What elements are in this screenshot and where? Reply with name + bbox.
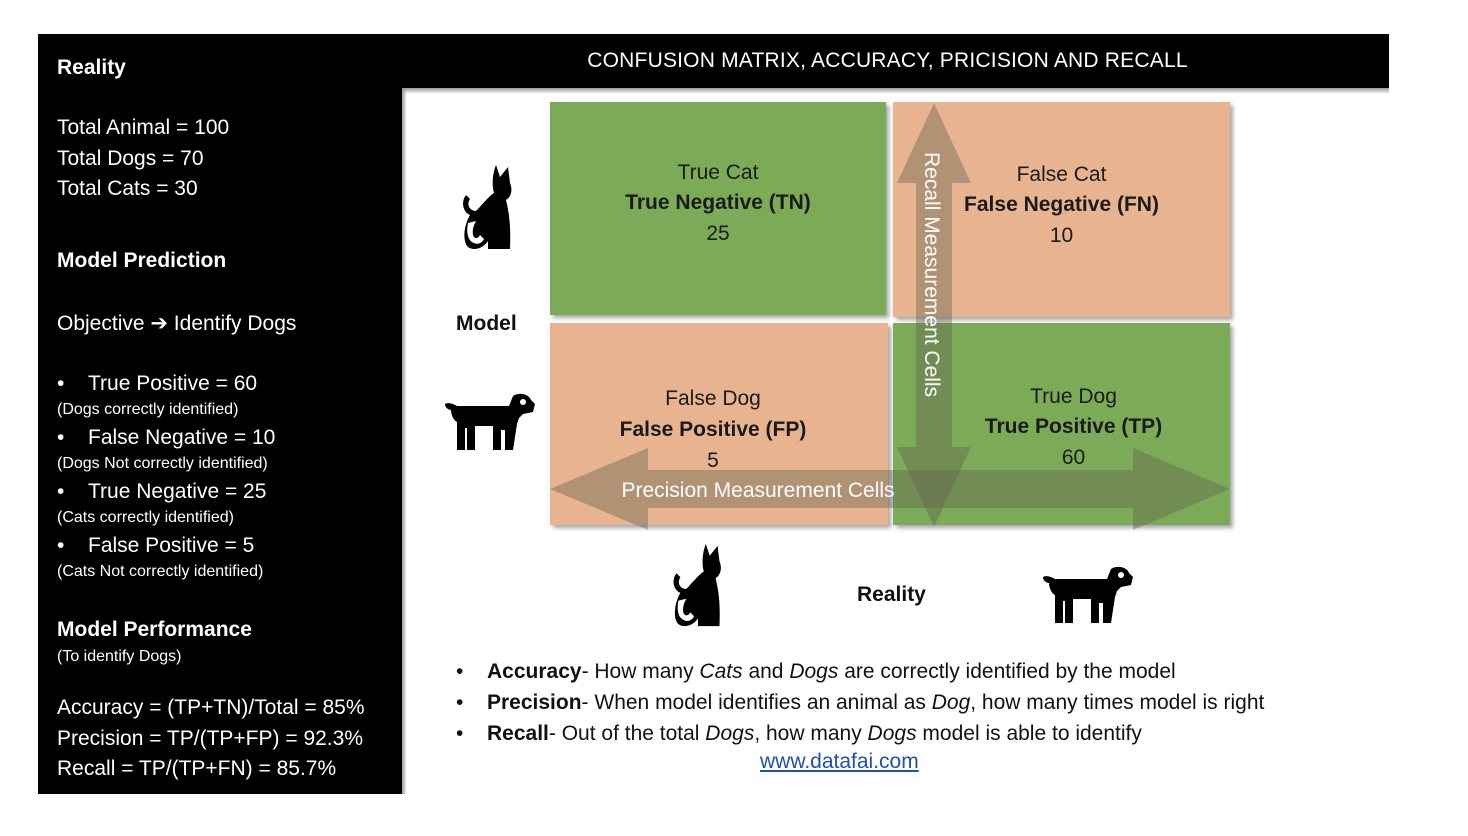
cell-value: 5 <box>707 449 719 472</box>
dog-icon <box>1043 566 1133 623</box>
bullet-item: • False Positive = 5 <box>57 534 255 557</box>
cell-line1: False Cat <box>1016 163 1107 186</box>
definition-accuracy: • Accuracy- How many Cats and Dogs are co… <box>456 660 1176 683</box>
panel-shadow <box>402 88 407 794</box>
left-panel: Reality Total Animal = 100 Total Dogs = … <box>38 34 402 794</box>
bullet-item: • False Negative = 10 <box>57 426 276 449</box>
metric-precision: Precision = TP/(TP+FP) = 92.3% <box>57 727 363 750</box>
metric-recall: Recall = TP/(TP+FN) = 85.7% <box>57 757 337 780</box>
definition-term: Recall <box>487 722 549 745</box>
cell-true-positive: True Dog True Positive (TP) 60 <box>893 323 1230 525</box>
cat-icon <box>463 165 512 249</box>
definition-precision: • Precision- When model identifies an ani… <box>456 691 1265 714</box>
cell-line1: True Dog <box>1030 385 1117 408</box>
definition-term: Precision <box>487 691 582 714</box>
cell-line2: False Negative (FN) <box>964 193 1159 216</box>
reality-line: Total Dogs = 70 <box>57 147 204 170</box>
reality-line: Total Animal = 100 <box>57 116 230 139</box>
definition-recall: • Recall- Out of the total Dogs, how many… <box>456 722 1142 745</box>
bullet-item: • True Negative = 25 <box>57 480 267 503</box>
bullet-note: (Dogs Not correctly identified) <box>57 455 268 472</box>
bullet-note: (Cats Not correctly identified) <box>57 563 264 580</box>
cell-value: 10 <box>1049 224 1074 247</box>
model-label: Model <box>456 312 517 335</box>
bullet-item: • True Positive = 60 <box>57 372 258 395</box>
bullet-note: (Cats correctly identified) <box>57 509 234 526</box>
website-link[interactable]: www.datafai.com <box>760 750 919 773</box>
title-shadow <box>402 88 1389 94</box>
cat-icon <box>673 543 721 627</box>
performance-heading: Model Performance <box>57 618 252 641</box>
cell-line1: True Cat <box>677 161 759 184</box>
dog-icon <box>445 393 535 450</box>
metric-accuracy: Accuracy = (TP+TN)/Total = 85% <box>57 696 365 719</box>
bullet-note: (Dogs correctly identified) <box>57 401 239 418</box>
cell-line1: False Dog <box>665 387 761 410</box>
cell-line2: True Positive (TP) <box>984 415 1163 438</box>
title-bar: CONFUSION MATRIX, ACCURACY, PRICISION AN… <box>386 34 1389 88</box>
performance-note: (To identify Dogs) <box>57 648 182 665</box>
cell-true-negative: True Cat True Negative (TN) 25 <box>550 102 886 315</box>
prediction-heading: Model Prediction <box>57 249 227 272</box>
cell-value: 60 <box>1061 446 1086 469</box>
cell-false-positive: False Dog False Positive (FP) 5 <box>550 323 888 525</box>
cell-line2: True Negative (TN) <box>625 191 811 214</box>
page-title: CONFUSION MATRIX, ACCURACY, PRICISION AN… <box>587 49 1188 72</box>
reality-line: Total Cats = 30 <box>57 177 198 200</box>
cell-false-negative: False Cat False Negative (FN) 10 <box>893 102 1230 317</box>
reality-label: Reality <box>857 583 926 606</box>
objective-text: Objective ➔ Identify Dogs <box>57 312 297 335</box>
definition-term: Accuracy <box>487 660 582 683</box>
reality-heading: Reality <box>57 56 126 79</box>
cell-line2: False Positive (FP) <box>619 418 807 441</box>
cell-value: 25 <box>706 222 730 245</box>
